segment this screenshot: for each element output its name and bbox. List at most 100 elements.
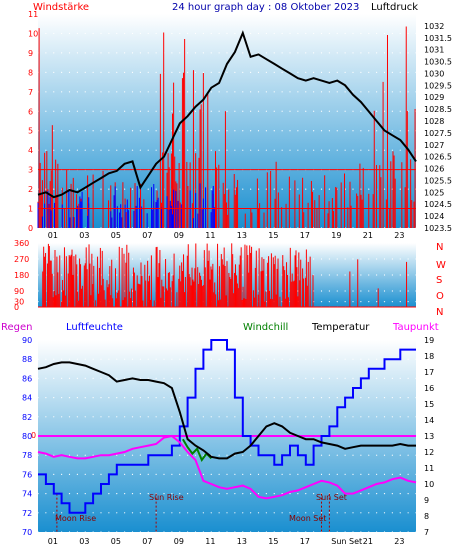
grid-dot [265,188,267,190]
humidity-label: Luftfeuchte [66,322,123,333]
grid-dot [163,13,165,15]
grid-dot [250,531,252,533]
grid-dot [61,149,63,151]
grid-dot [328,13,330,15]
grid-dot [218,358,220,360]
grid-dot [84,71,86,73]
grid-dot [187,149,189,151]
grid-dot [297,149,299,151]
grid-dot [76,52,78,54]
grid-dot [415,227,417,229]
grid-dot [328,91,330,93]
grid-dot [202,473,204,475]
pressure-y-tick: 1030 [424,69,444,78]
grid-dot [399,512,401,514]
hour-tick-p1: 09 [174,231,184,240]
grid-dot [305,91,307,93]
grid-dot [415,358,417,360]
grid-dot [368,71,370,73]
grid-dot [53,416,55,418]
grid-dot [139,110,141,112]
grid-dot [68,130,71,132]
grid-dot [147,397,149,399]
grid-dot [250,454,252,456]
grid-dot [407,71,409,73]
grid-dot [289,13,291,15]
grid-dot [108,531,110,533]
grid-dot [116,397,118,399]
grid-dot [68,52,71,54]
grid-dot [84,149,86,151]
grid-dot [53,149,55,151]
grid-dot [289,110,291,112]
grid-dot [305,512,307,514]
grid-dot [124,473,126,475]
pressure-y-tick: 1027.5 [424,129,452,138]
grid-dot [202,377,204,379]
grid-dot [265,339,267,341]
grid-dot [53,242,55,244]
grid-dot [391,339,393,341]
grid-dot [305,227,307,229]
grid-dot [407,91,409,93]
grid-dot [305,493,307,495]
grid-dot [53,512,55,514]
grid-dot [383,290,386,292]
grid-dot [139,130,141,132]
grid-dot [360,358,362,360]
grid-dot [344,91,346,93]
grid-dot [194,416,197,418]
grid-dot [360,274,362,276]
hour-tick-p3: 23 [394,537,404,546]
grid-dot [179,71,181,73]
grid-dot [202,531,204,533]
grid-dot [218,110,220,112]
grid-dot [265,91,267,93]
grid-dot [368,416,370,418]
grid-dot [202,52,204,54]
grid-dot [108,416,110,418]
grid-dot [100,377,102,379]
grid-dot [187,493,189,495]
grid-dot [297,32,299,35]
wind-y-tick: 5 [28,127,33,136]
pressure-y-tick: 1027 [424,141,444,150]
grid-dot [84,493,86,495]
grid-dot [281,52,283,54]
grid-dot [328,339,330,341]
temp-y-tick: 9 [424,496,429,505]
dir-label-s: S [436,275,442,286]
grid-dot [305,473,307,475]
grid-dot [100,71,102,73]
grid-dot [187,130,189,132]
grid-dot [368,339,370,341]
grid-dot [352,13,354,15]
grid-dot [328,454,330,456]
grid-dot [218,397,220,399]
grid-dot [210,110,212,112]
grid-dot [257,493,260,495]
grid-dot [210,32,212,35]
grid-dot [383,301,386,303]
grid-dot [218,91,220,93]
grid-dot [360,149,362,151]
grid-dot [352,377,354,379]
grid-dot [328,52,330,54]
grid-dot [320,110,323,112]
grid-dot [124,397,126,399]
chart-title: 24 hour graph day : 08 Oktober 2023 [172,2,359,13]
grid-dot [320,358,323,360]
grid-dot [376,377,378,379]
grid-dot [76,473,78,475]
grid-dot [84,454,86,456]
grid-dot [124,377,126,379]
humidity-line [38,339,416,514]
grid-dot [179,258,181,260]
grid-dot [131,32,134,35]
grid-dot [352,242,354,244]
grid-dot [391,377,393,379]
grid-dot [194,71,197,73]
grid-dot [336,91,338,93]
grid-dot [391,242,393,244]
grid-dot [383,339,386,341]
